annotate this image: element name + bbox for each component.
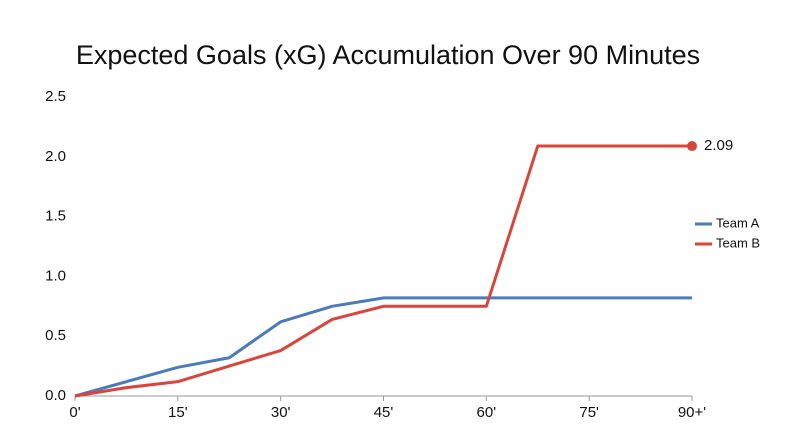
chart-title: Expected Goals (xG) Accumulation Over 90… [76,40,700,70]
legend-label: Team B [716,235,760,250]
y-tick-label: 2.5 [45,88,66,105]
x-tick-label: 45' [374,404,394,421]
data-label: 2.09 [704,137,733,154]
y-tick-label: 0.0 [45,387,66,404]
y-tick-label: 1.5 [45,208,66,225]
y-tick-label: 0.5 [45,327,66,344]
x-tick-label: 30' [271,404,291,421]
line-series [74,296,692,398]
y-tick-label: 1.0 [45,267,66,284]
x-tick-label: 90+' [678,404,706,421]
end-point [687,141,697,152]
x-tick-label: 75' [579,404,599,421]
legend-label: Team A [716,215,760,230]
x-tick-label: 15' [168,404,188,421]
x-tick-label: 0' [69,404,80,421]
line-series [74,144,692,398]
x-tick-label: 60' [477,404,497,421]
y-tick-label: 2.0 [45,148,66,165]
